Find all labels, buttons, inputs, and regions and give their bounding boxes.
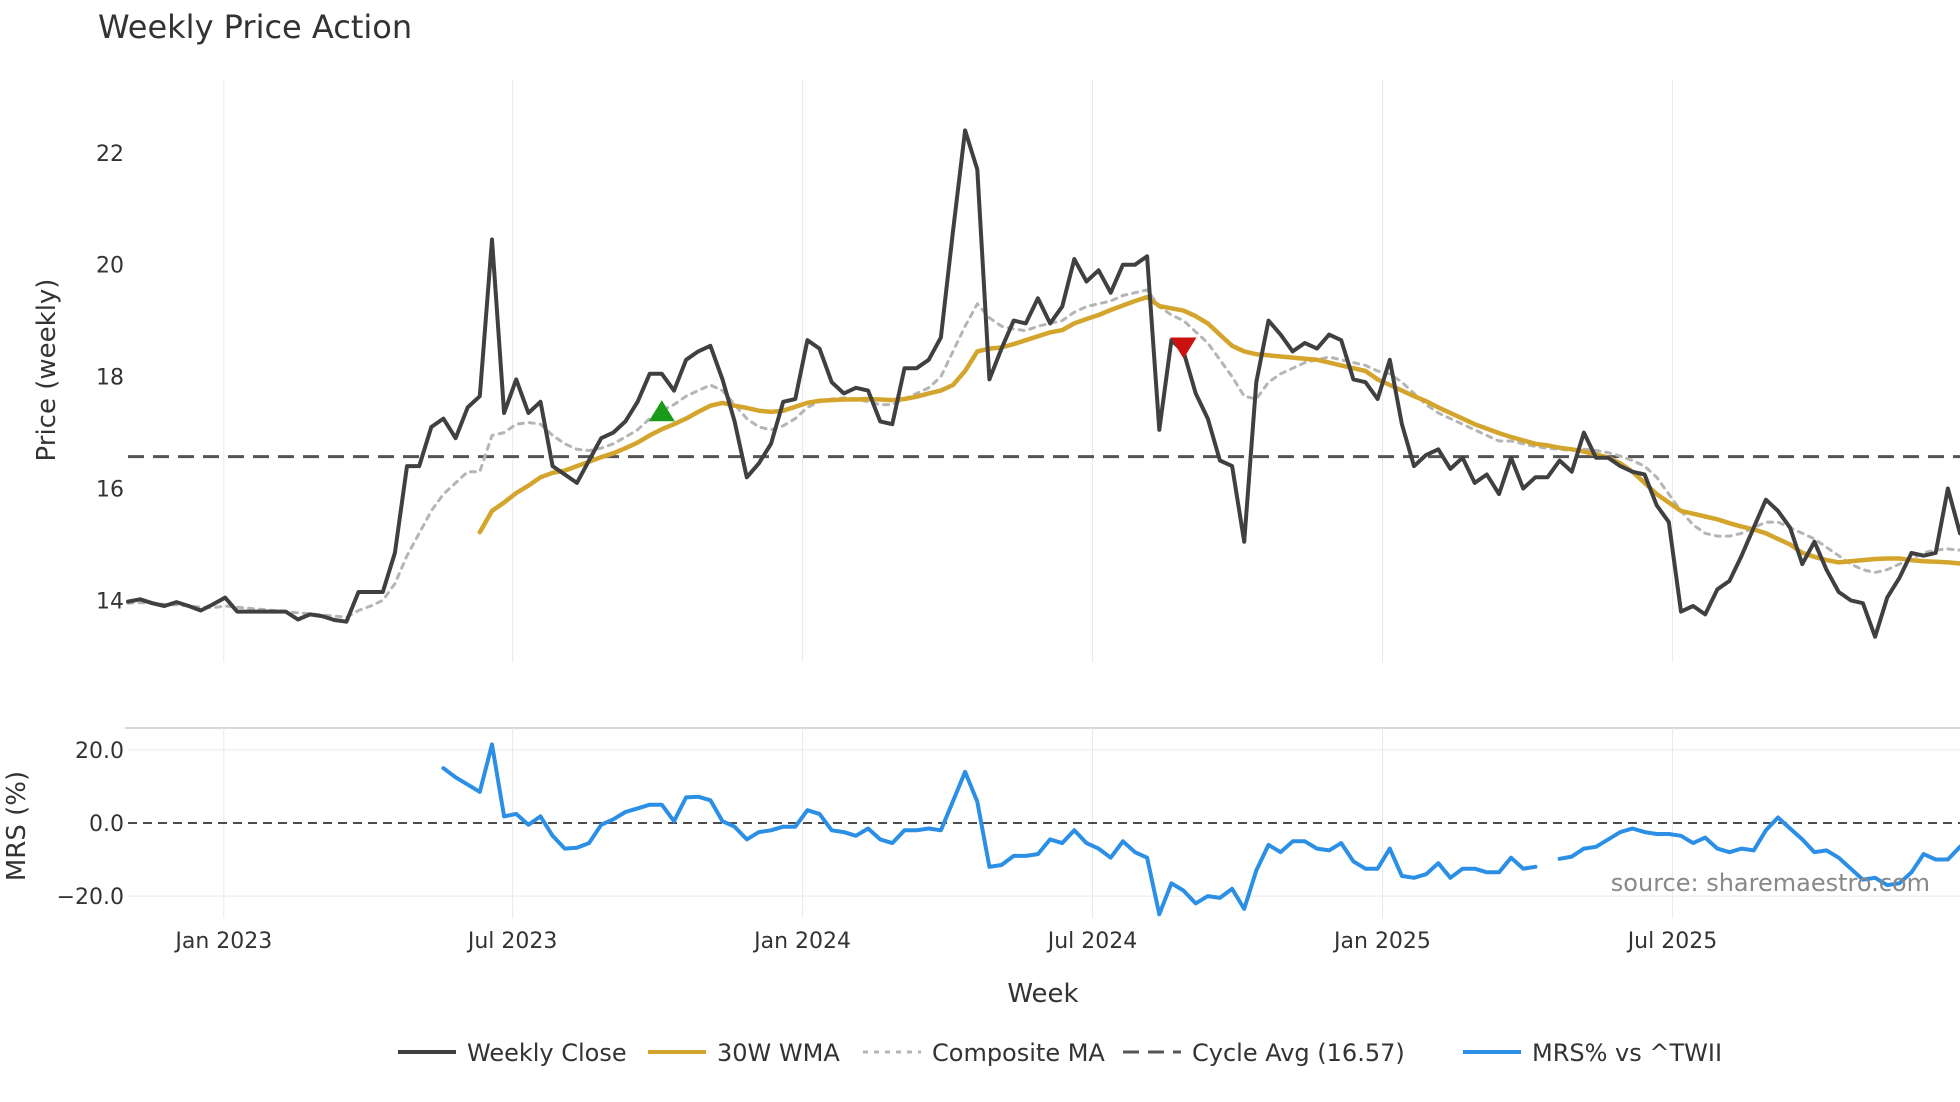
price-panel: 14 16 18 20 22 Price (weekly)	[32, 80, 1960, 662]
mrs-y-ticks: 20.0 0.0 −20.0	[57, 739, 124, 910]
mrs-y-tick: 0.0	[89, 812, 124, 837]
legend-label: Cycle Avg (16.57)	[1192, 1039, 1405, 1067]
series-weekly-close	[126, 128, 1960, 639]
price-y-tick: 14	[96, 589, 124, 614]
x-axis-ticks: Jan 2023 Jul 2023 Jan 2024 Jul 2024 Jan 2025…	[173, 929, 1717, 954]
mrs-y-tick: −20.0	[57, 885, 124, 910]
mrs-series-segment-1	[1557, 815, 1960, 888]
legend-label: Weekly Close	[467, 1039, 627, 1067]
price-gridlines	[223, 80, 1673, 662]
mrs-series-segment-0	[441, 742, 1538, 917]
price-y-tick: 18	[96, 366, 124, 391]
source-watermark: source: sharemaestro.com	[1611, 869, 1930, 897]
x-tick-label: Jul 2023	[466, 929, 558, 954]
price-y-axis-label: Price (weekly)	[32, 279, 62, 462]
x-tick-label: Jan 2024	[752, 929, 851, 954]
series-composite-ma	[126, 288, 1960, 619]
mrs-y-tick: 20.0	[75, 739, 124, 764]
price-y-tick: 22	[96, 142, 124, 167]
signal-markers	[648, 337, 1197, 422]
buy-signal-marker	[648, 400, 675, 422]
legend-label: Composite MA	[932, 1039, 1105, 1067]
x-tick-label: Jul 2025	[1626, 929, 1718, 954]
price-series	[126, 128, 1960, 639]
price-y-ticks: 14 16 18 20 22	[96, 142, 124, 615]
legend-label: 30W WMA	[717, 1039, 840, 1067]
x-axis-label: Week	[1007, 979, 1078, 1009]
price-y-tick: 20	[96, 254, 124, 279]
x-tick-label: Jan 2023	[173, 929, 272, 954]
sell-signal-marker	[1170, 337, 1197, 359]
mrs-series	[441, 742, 1960, 917]
chart-title: Weekly Price Action	[98, 8, 412, 46]
x-tick-label: Jan 2025	[1332, 929, 1431, 954]
x-tick-label: Jul 2024	[1046, 929, 1138, 954]
mrs-y-axis-label: MRS (%)	[2, 771, 32, 881]
mrs-panel: 20.0 0.0 −20.0 MRS (%) source: sharemaestr…	[2, 727, 1960, 918]
chart-legend: Weekly Close 30W WMA Composite MA Cycle Avg…	[398, 1039, 1722, 1067]
series-30w-wma	[477, 294, 1960, 566]
price-y-tick: 16	[96, 478, 124, 503]
legend-label: MRS% vs ^TWII	[1532, 1039, 1722, 1067]
